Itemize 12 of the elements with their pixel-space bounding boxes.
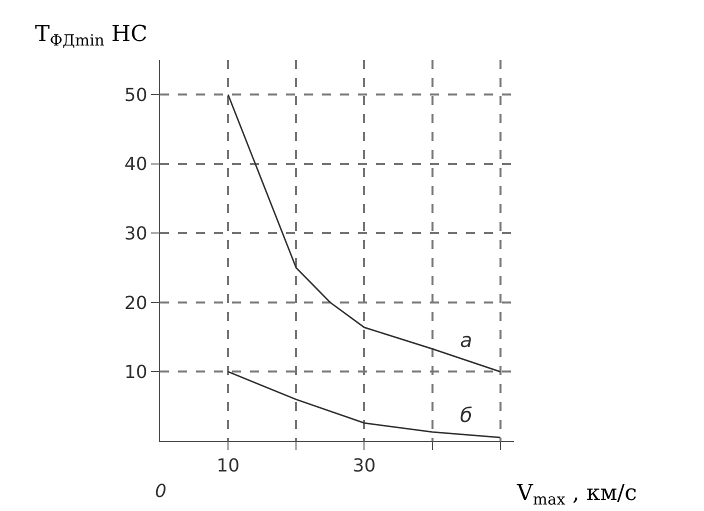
series-label: а: [460, 328, 472, 352]
line-series: [227, 370, 502, 438]
y-tick-label: 40: [124, 154, 148, 176]
y-tick-label: 30: [124, 223, 148, 244]
series-label: б: [460, 403, 472, 427]
y-tick-label: 50: [124, 84, 148, 106]
y-axis-title: T$_{ФДmin}$ НС: [35, 22, 148, 50]
y-tick-label: 20: [124, 292, 148, 314]
text: 0: [155, 481, 166, 502]
x-axis-title: V$_{max}$ , км/с: [516, 481, 637, 509]
y-tick-label: 10: [124, 362, 148, 384]
line-series: [227, 94, 502, 372]
